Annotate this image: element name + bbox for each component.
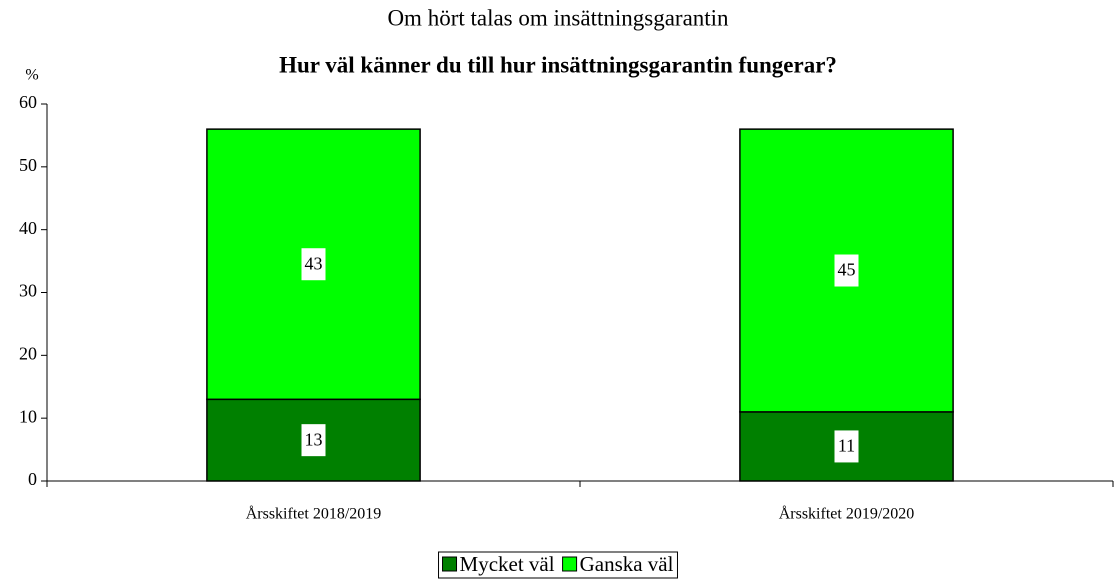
x-tick-label: Årsskiftet 2019/2020 — [779, 505, 915, 523]
value-label-bg — [301, 248, 326, 281]
value-label-bg — [301, 424, 326, 457]
legend-label: Ganska väl — [580, 552, 674, 576]
value-label-bg — [834, 430, 859, 463]
x-tick-label: Årsskiftet 2018/2019 — [246, 505, 382, 523]
legend-swatch — [562, 556, 578, 572]
y-tick-label: 50 — [19, 155, 37, 175]
y-tick-label: 0 — [28, 469, 37, 489]
legend-swatch — [442, 556, 458, 572]
value-label: 11 — [838, 436, 855, 456]
y-tick-label: 60 — [19, 92, 37, 112]
chart-subtitle: Om hört talas om insättningsgarantin — [387, 5, 729, 30]
value-label: 43 — [305, 253, 323, 273]
y-tick-label: 10 — [19, 406, 37, 426]
legend-box — [438, 551, 678, 579]
value-label-bg — [834, 254, 859, 287]
chart-title: Hur väl känner du till hur insättningsga… — [279, 52, 837, 77]
legend-label: Mycket väl — [460, 552, 555, 576]
y-tick-label: 30 — [19, 281, 37, 301]
value-label: 13 — [305, 429, 323, 449]
y-axis-label: % — [25, 67, 38, 84]
value-label: 45 — [838, 260, 856, 280]
y-tick-label: 40 — [19, 218, 37, 238]
y-tick-label: 20 — [19, 343, 37, 363]
